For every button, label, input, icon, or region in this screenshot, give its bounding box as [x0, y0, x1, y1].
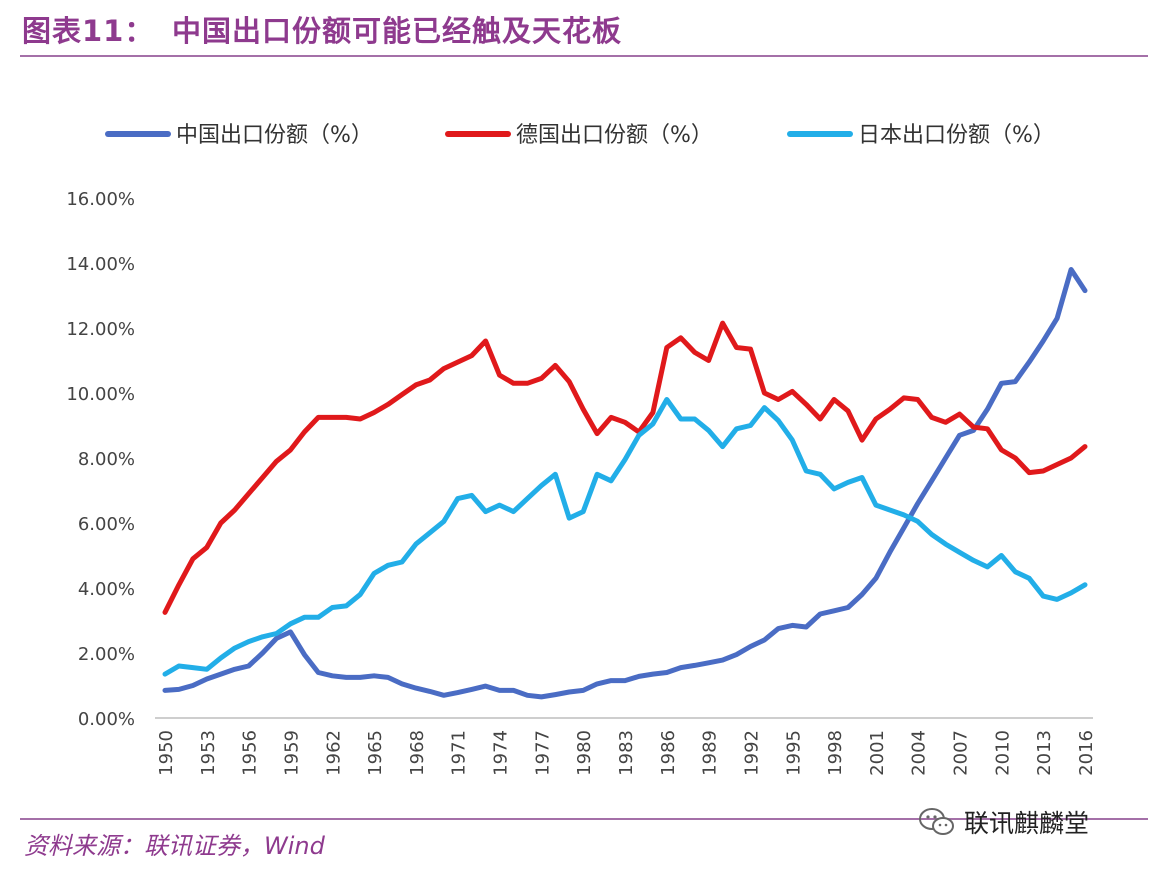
x-tick-label: 1956 [240, 730, 261, 776]
title-bar: 图表11： 中国出口份额可能已经触及天花板 [0, 0, 1151, 60]
x-tick-label: 2007 [951, 730, 972, 776]
y-tick-label: 10.00% [66, 384, 135, 405]
header-divider [20, 55, 1148, 57]
y-tick-label: 12.00% [66, 319, 135, 340]
x-tick-label: 1953 [198, 730, 219, 776]
x-tick-label: 1962 [323, 730, 344, 776]
x-tick-label: 1974 [491, 730, 512, 776]
x-tick-label: 2010 [992, 730, 1013, 776]
watermark-text: 联讯麒麟堂 [964, 809, 1090, 838]
y-tick-label: 2.00% [78, 644, 135, 665]
chart-legend: 中国出口份额（%） 德国出口份额（%） 日本出口份额（%） [105, 123, 1055, 148]
x-tick-label: 1959 [281, 730, 302, 776]
y-tick-label: 0.00% [78, 709, 135, 730]
legend-label: 德国出口份额（%） [516, 123, 713, 148]
footer-divider [20, 818, 1148, 820]
y-tick-label: 6.00% [78, 514, 135, 535]
legend-label: 中国出口份额（%） [176, 123, 373, 148]
x-tick-label: 2013 [1034, 730, 1055, 776]
x-tick-label: 1989 [700, 730, 721, 776]
x-tick-label: 1986 [658, 730, 679, 776]
x-tick-label: 1983 [616, 730, 637, 776]
legend-item-1: 德国出口份额（%） [445, 123, 713, 148]
x-tick-label: 1995 [783, 730, 804, 776]
x-tick-label: 1950 [156, 730, 177, 776]
x-tick-label: 1965 [365, 730, 386, 776]
wechat-logo-icon [919, 808, 954, 835]
series-line-0 [162, 267, 1088, 700]
series-line-2 [162, 397, 1088, 677]
y-tick-label: 8.00% [78, 449, 135, 470]
x-axis: 1950 1953 1956 1959 1962 1965 1968 1971 1974 1977… [155, 717, 1097, 776]
x-tick-label: 1992 [741, 730, 762, 776]
x-tick-label: 1968 [407, 730, 428, 776]
x-tick-label: 1980 [574, 730, 595, 776]
x-tick-label: 2004 [909, 730, 930, 776]
x-tick-label: 1971 [449, 730, 470, 776]
legend-label: 日本出口份额（%） [858, 123, 1055, 148]
legend-item-2: 日本出口份额（%） [787, 123, 1055, 148]
x-tick-label: 1998 [825, 730, 846, 776]
y-tick-label: 16.00% [66, 189, 135, 210]
figure-label: 图表11： [22, 14, 155, 48]
series-line-1 [162, 320, 1088, 615]
y-tick-label: 4.00% [78, 579, 135, 600]
plot-area [162, 267, 1088, 700]
y-tick-label: 14.00% [66, 254, 135, 275]
x-tick-label: 2016 [1076, 730, 1097, 776]
source-note: 资料来源：联讯证券，Wind [24, 832, 325, 860]
watermark: 联讯麒麟堂 [918, 804, 1089, 840]
line-chart: 中国出口份额（%） 德国出口份额（%） 日本出口份额（%） 0.00% 2.00% 4.… [66, 123, 1097, 776]
y-axis: 0.00% 2.00% 4.00% 6.00% 8.00% 10.00% 12.00% 14.… [66, 189, 135, 730]
x-tick-label: 2001 [867, 730, 888, 776]
legend-item-0: 中国出口份额（%） [105, 123, 373, 148]
figure-title: 中国出口份额可能已经触及天花板 [172, 14, 623, 48]
x-tick-label: 1977 [532, 730, 553, 776]
